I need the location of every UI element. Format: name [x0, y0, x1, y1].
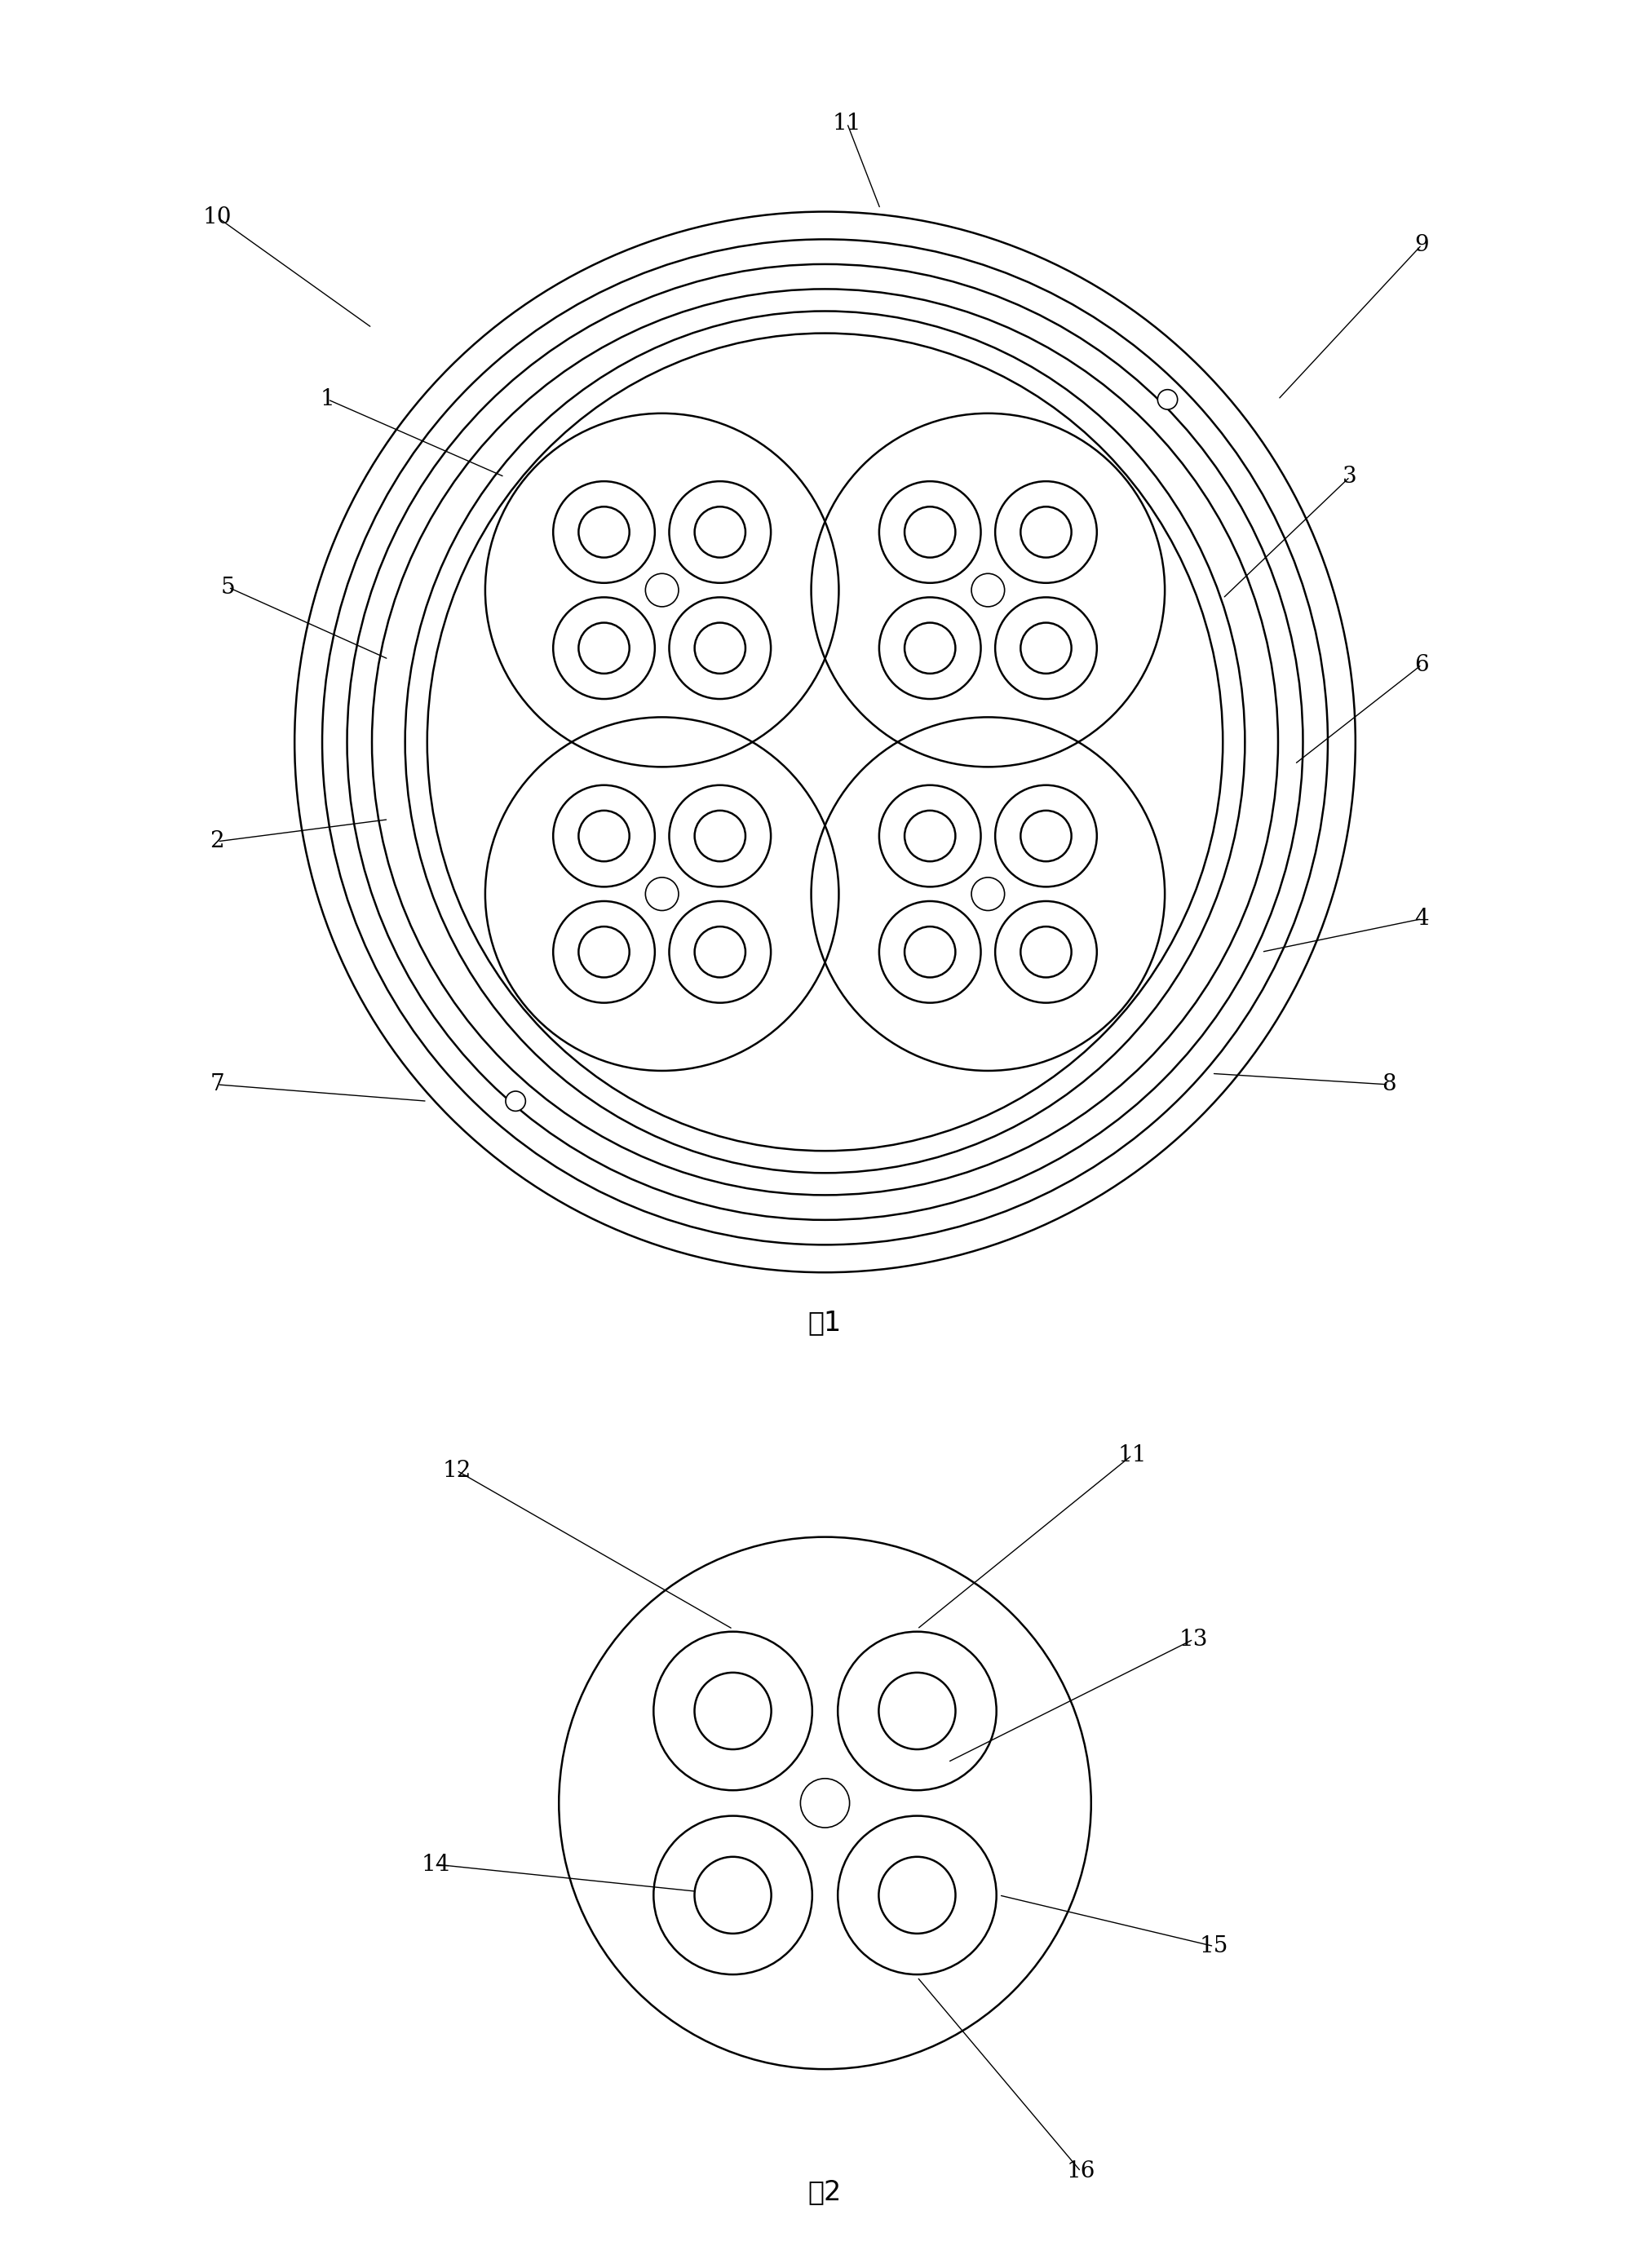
Circle shape [653, 1817, 812, 1975]
Circle shape [995, 481, 1097, 583]
Text: 图2: 图2 [808, 2180, 842, 2204]
Circle shape [670, 900, 771, 1002]
Circle shape [670, 481, 771, 583]
Circle shape [995, 785, 1097, 887]
Circle shape [695, 928, 746, 978]
Text: 11: 11 [1117, 1445, 1147, 1465]
Text: 15: 15 [1200, 1935, 1228, 1957]
Text: 10: 10 [203, 206, 231, 229]
Text: 1: 1 [320, 388, 335, 411]
Text: 4: 4 [1414, 907, 1429, 930]
Circle shape [1021, 506, 1071, 558]
Circle shape [904, 506, 955, 558]
Circle shape [904, 624, 955, 674]
Text: 3: 3 [1343, 465, 1356, 488]
Circle shape [838, 1817, 997, 1975]
Circle shape [553, 785, 655, 887]
Text: 14: 14 [422, 1853, 450, 1876]
Text: 5: 5 [221, 576, 236, 599]
Text: 6: 6 [1414, 653, 1429, 676]
Circle shape [505, 1091, 526, 1111]
Circle shape [670, 596, 771, 699]
Circle shape [579, 928, 629, 978]
Circle shape [553, 481, 655, 583]
Circle shape [695, 1672, 771, 1749]
Circle shape [879, 900, 980, 1002]
Circle shape [645, 574, 678, 608]
Circle shape [653, 1631, 812, 1789]
Circle shape [972, 574, 1005, 608]
Text: 13: 13 [1180, 1628, 1208, 1651]
Text: 11: 11 [833, 113, 861, 134]
Circle shape [838, 1631, 997, 1789]
Text: 9: 9 [1414, 234, 1429, 256]
Circle shape [879, 596, 980, 699]
Circle shape [904, 810, 955, 862]
Circle shape [695, 506, 746, 558]
Circle shape [579, 810, 629, 862]
Circle shape [1021, 624, 1071, 674]
Circle shape [1021, 810, 1071, 862]
Circle shape [879, 481, 980, 583]
Circle shape [645, 878, 678, 909]
Circle shape [800, 1778, 850, 1828]
Text: 16: 16 [1066, 2161, 1096, 2182]
Circle shape [695, 624, 746, 674]
Text: 12: 12 [442, 1458, 470, 1481]
Circle shape [995, 900, 1097, 1002]
Circle shape [695, 1857, 771, 1935]
Circle shape [972, 878, 1005, 909]
Circle shape [879, 785, 980, 887]
Circle shape [579, 624, 629, 674]
Circle shape [879, 1857, 955, 1935]
Circle shape [1158, 390, 1178, 411]
Circle shape [553, 900, 655, 1002]
Circle shape [670, 785, 771, 887]
Text: 8: 8 [1381, 1073, 1396, 1095]
Circle shape [579, 506, 629, 558]
Circle shape [1021, 928, 1071, 978]
Circle shape [995, 596, 1097, 699]
Circle shape [695, 810, 746, 862]
Circle shape [553, 596, 655, 699]
Text: 2: 2 [210, 830, 224, 853]
Circle shape [879, 1672, 955, 1749]
Text: 图1: 图1 [808, 1309, 842, 1336]
Text: 7: 7 [210, 1073, 224, 1095]
Circle shape [904, 928, 955, 978]
